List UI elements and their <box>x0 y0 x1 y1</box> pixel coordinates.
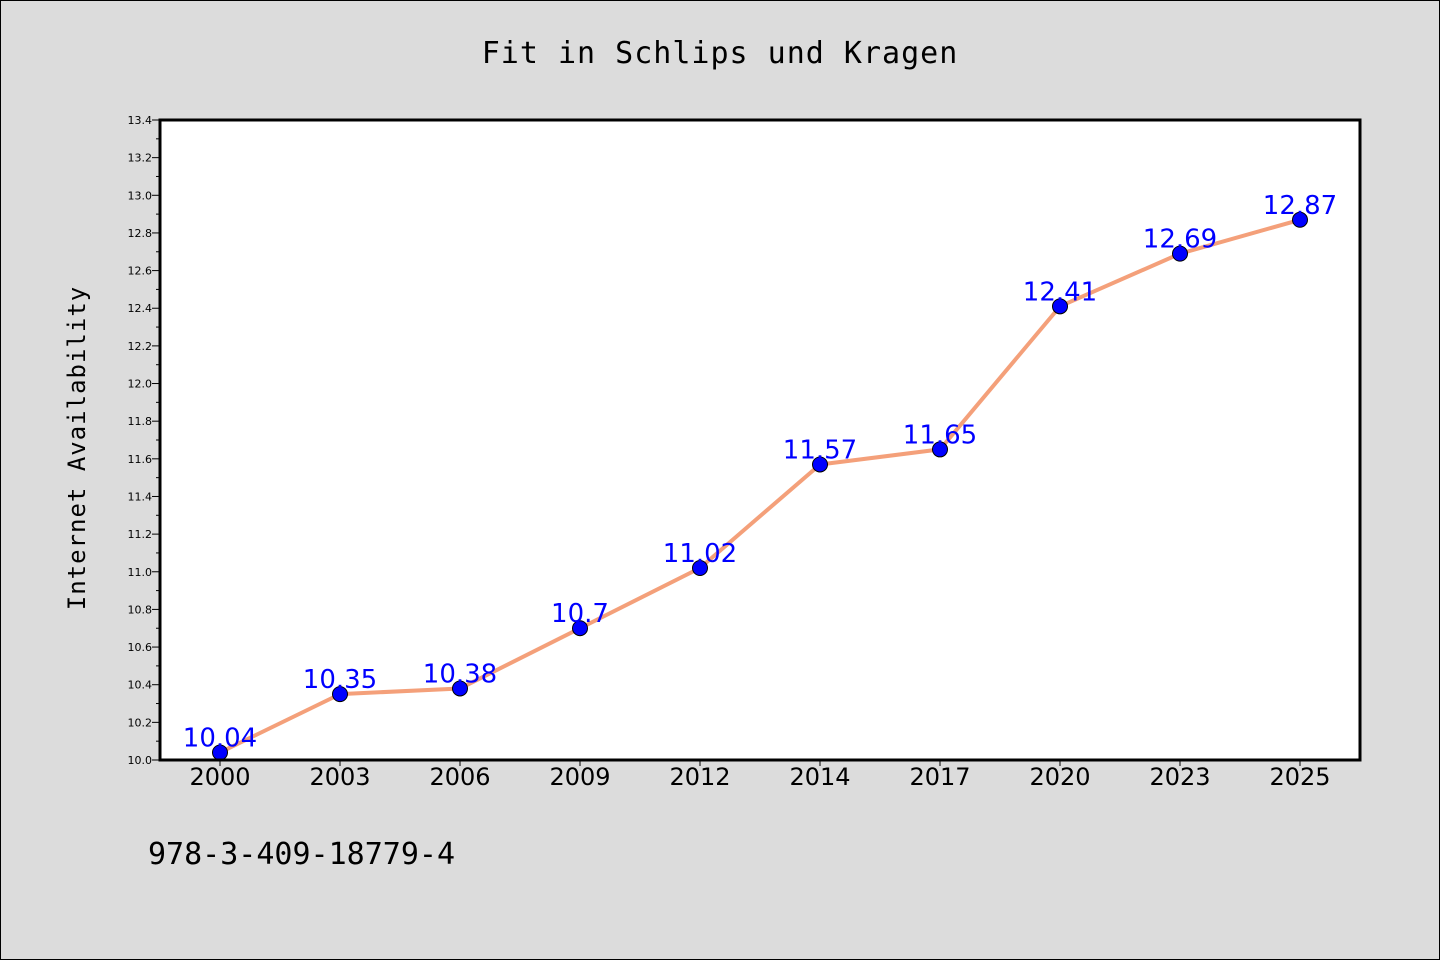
y-tick-label: 12.6 <box>128 265 153 278</box>
x-tick-label: 2017 <box>909 763 970 791</box>
y-tick-label: 12.2 <box>128 340 153 353</box>
y-tick-label: 11.4 <box>128 490 153 503</box>
x-tick-label: 2020 <box>1029 763 1090 791</box>
chart-title: Fit in Schlips und Kragen <box>482 36 959 71</box>
y-tick-label: 11.2 <box>128 528 153 541</box>
y-axis-label: Internet Availability <box>63 286 91 610</box>
data-point <box>812 456 828 473</box>
data-point <box>932 441 948 458</box>
x-tick-label: 2012 <box>669 763 730 791</box>
y-tick-label: 12.0 <box>128 378 153 391</box>
y-tick-label: 13.4 <box>128 114 153 127</box>
x-tick-label: 2023 <box>1149 763 1210 791</box>
data-label: 10.7 <box>551 599 609 629</box>
data-point <box>572 620 588 637</box>
data-label: 10.38 <box>423 659 497 689</box>
y-tick-label: 10.8 <box>128 603 153 616</box>
x-tick-label: 2000 <box>189 763 250 791</box>
x-tick-label: 2009 <box>549 763 610 791</box>
y-tick-label: 13.0 <box>128 189 153 202</box>
data-labels: 10.04 10.35 10.38 10.7 11.02 11.57 11.65 12.41 1… <box>183 191 1337 754</box>
x-tick-label: 2006 <box>429 763 490 791</box>
data-point <box>1052 298 1068 315</box>
y-tick-label: 11.0 <box>128 566 153 579</box>
y-tick-label: 10.0 <box>128 754 153 767</box>
y-tick-label: 11.6 <box>128 453 153 466</box>
y-tick-label: 13.2 <box>128 152 153 165</box>
data-label: 11.65 <box>903 420 977 450</box>
data-point <box>332 686 348 703</box>
data-label: 10.35 <box>303 665 377 695</box>
x-tick-label: 2003 <box>309 763 370 791</box>
y-tick-label: 10.6 <box>128 641 153 654</box>
x-tick-label: 2025 <box>1269 763 1330 791</box>
y-tick-label: 12.4 <box>128 302 153 315</box>
series-line <box>219 217 1301 755</box>
data-point <box>1172 245 1188 262</box>
data-label: 12.41 <box>1023 277 1097 307</box>
plot-area <box>160 120 1360 760</box>
plot-border <box>158 118 1362 762</box>
y-tick-label: 10.2 <box>128 716 153 729</box>
data-point <box>1292 211 1308 228</box>
data-label: 11.02 <box>663 539 737 569</box>
x-axis: 2000 2003 2006 2009 2012 2014 2017 2020 2023 2025 <box>189 760 1331 791</box>
data-label: 10.04 <box>183 723 257 753</box>
y-tick-label: 12.8 <box>128 227 153 240</box>
x-tick-label: 2014 <box>789 763 850 791</box>
data-point <box>692 560 708 576</box>
data-point <box>452 680 468 697</box>
series-markers <box>212 211 1308 761</box>
isbn-text: 978-3-409-18779-4 <box>148 837 455 872</box>
y-tick-label: 11.8 <box>128 415 153 428</box>
data-label: 11.57 <box>783 435 857 465</box>
data-label: 12.69 <box>1143 225 1217 255</box>
y-tick-label: 10.4 <box>128 679 153 692</box>
data-label: 12.87 <box>1263 191 1337 221</box>
y-axis: 10.0 10.2 10.4 10.6 10.8 11.0 11.2 11.4 11.6 11.8… <box>128 114 160 767</box>
